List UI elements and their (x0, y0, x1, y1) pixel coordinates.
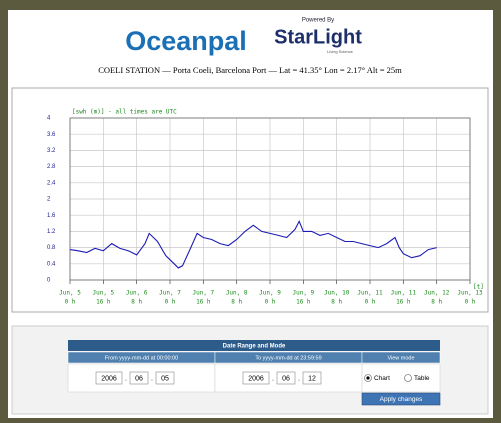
x-tick-label: Jun, 11 (357, 290, 383, 297)
date-input[interactable] (95, 371, 123, 385)
column-header: From yyyy-mm-dd at 00:00:00 (105, 355, 178, 361)
date-input-text: 2006 (248, 375, 264, 382)
form-title-bar (68, 340, 440, 351)
column-header: View mode (387, 355, 414, 361)
y-tick-label: 2.8 (47, 164, 56, 170)
x-tick-hour: 16 h (396, 299, 411, 306)
date-input[interactable] (155, 371, 175, 385)
x-tick-hour: 8 h (331, 299, 342, 306)
x-axis-label: [t] (473, 284, 484, 291)
x-tick-label: Jun, 8 (226, 290, 248, 297)
y-tick-label: 3.2 (47, 148, 56, 154)
y-tick-label: 1.6 (47, 213, 56, 219)
logo: Oceanpal (125, 26, 247, 56)
y-tick-label: 4 (47, 116, 51, 122)
x-tick-hour: 16 h (196, 299, 211, 306)
date-input-text: 2006 (101, 375, 117, 382)
x-tick-hour: 16 h (96, 299, 111, 306)
y-tick-label: 3.6 (47, 132, 56, 138)
x-tick-hour: 16 h (296, 299, 311, 306)
date-separator: . (151, 375, 153, 382)
powered-by: Powered By (302, 18, 334, 24)
x-tick-hour: 0 h (265, 299, 276, 306)
x-tick-label: Jun, 6 (126, 290, 148, 297)
chart-box (11, 87, 489, 313)
radio[interactable] (404, 374, 412, 382)
x-tick-hour: 0 h (365, 299, 376, 306)
chart: [swh (m)] - all times are UTC [t] 0 0.4 0.8 1… (47, 109, 484, 306)
date-separator: . (272, 375, 274, 382)
apply-button[interactable] (361, 392, 441, 406)
x-tick-label: Jun, 10 (324, 290, 350, 297)
x-tick-hour: 8 h (431, 299, 442, 306)
y-tick-label: 0.8 (47, 245, 56, 251)
brand: StarLight (274, 26, 362, 48)
date-input-text: 05 (161, 375, 169, 382)
x-tick-label: Jun, 5 (59, 290, 81, 297)
y-tick-label: 0 (47, 278, 51, 284)
x-tick-label: Jun, 9 (292, 290, 314, 297)
x-tick-label: Jun, 9 (259, 290, 281, 297)
date-separator: . (298, 375, 300, 382)
tagline: Living Science (327, 49, 354, 54)
date-input-text: 06 (135, 375, 143, 382)
date-separator: . (125, 375, 127, 382)
station: COELI STATION — Porta Coeli, Barcelona P… (98, 65, 402, 75)
x-tick-label: Jun, 7 (192, 290, 214, 297)
x-tick-hour: 0 h (465, 299, 476, 306)
column-header: To yyyy-mm-dd at 23:59:59 (255, 355, 321, 361)
y-tick-label: 2 (47, 197, 51, 203)
x-tick-hour: 0 h (165, 299, 176, 306)
date-input[interactable] (129, 371, 149, 385)
x-tick-label: Jun, 5 (92, 290, 114, 297)
apply-button-text: Apply changes (380, 396, 423, 403)
date-input-text: 06 (282, 375, 290, 382)
column-header-bar (361, 351, 441, 364)
date-input[interactable] (276, 371, 296, 385)
form-title: Date Range and Mode (223, 344, 286, 350)
form: Date Range and Mode From yyyy-mm-dd at 00… (67, 340, 441, 406)
date-input-text: 12 (308, 375, 316, 382)
y-tick-label: 2.4 (47, 180, 56, 186)
x-tick-label: Jun, 7 (159, 290, 181, 297)
x-tick-label: Jun, 12 (424, 290, 450, 297)
x-tick-hour: 8 h (231, 299, 242, 306)
y-tick-label: 0.4 (47, 261, 56, 267)
date-input[interactable] (242, 371, 270, 385)
plot-frame (69, 117, 471, 281)
x-tick-hour: 8 h (131, 299, 142, 306)
x-tick-label: Jun, 13 (457, 290, 483, 297)
date-input[interactable] (302, 371, 322, 385)
radio-dot (366, 376, 370, 380)
y-axis-label: [swh (m)] - all times are UTC (72, 109, 177, 116)
y-tick-label: 1.2 (47, 229, 56, 235)
radio-label: Table (414, 375, 430, 382)
x-tick-label: Jun, 11 (391, 290, 417, 297)
x-tick-hour: 0 h (65, 299, 76, 306)
data-line (69, 219, 437, 269)
radio-label: Chart (374, 375, 390, 382)
column-cell (361, 363, 441, 393)
